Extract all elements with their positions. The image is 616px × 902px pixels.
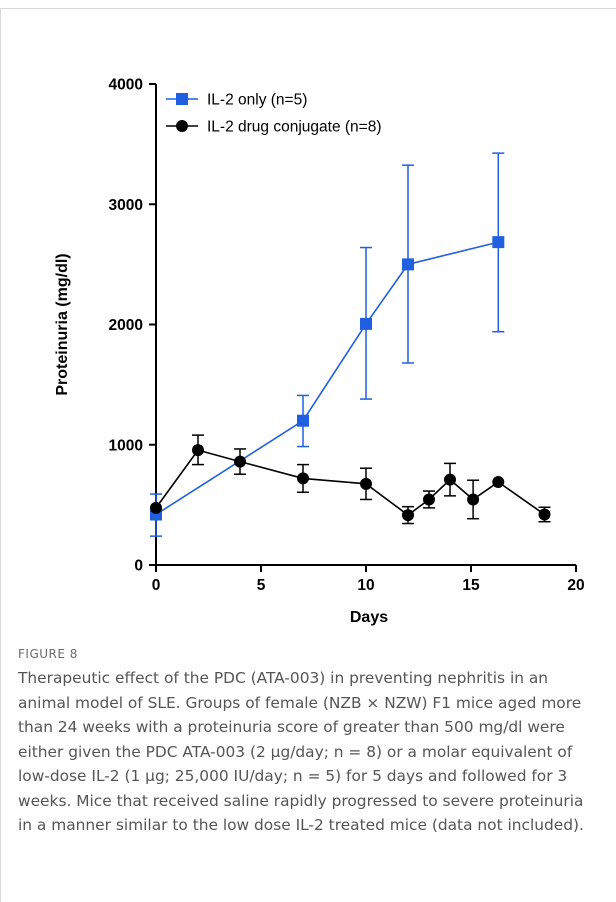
- series-il2-only: [150, 152, 505, 537]
- data-point-square: [492, 236, 505, 249]
- legend-marker-circle: [176, 120, 188, 132]
- proteinuria-line-chart: 0 1000 2000 3000 4000 0 5 10 15 20 Days Proteinuria…: [54, 77, 585, 627]
- data-point-circle: [234, 455, 246, 468]
- x-tick-label: 5: [257, 577, 266, 594]
- legend-label: IL-2 only (n=5): [207, 92, 307, 109]
- x-axis-label: Days: [350, 609, 388, 626]
- y-tick-label: 3000: [109, 197, 143, 214]
- series-il2-drug-conjugate: [150, 434, 551, 525]
- y-tick-label: 2000: [109, 317, 143, 334]
- x-tick-label: 15: [462, 577, 480, 594]
- data-point-square: [402, 258, 414, 271]
- data-point-circle: [360, 477, 372, 490]
- data-point-circle: [467, 493, 480, 506]
- legend-marker-square: [176, 93, 188, 105]
- y-tick-label: 4000: [109, 77, 143, 94]
- figure-label: FIGURE 8: [18, 647, 78, 661]
- y-tick-label: 0: [134, 558, 143, 575]
- data-point-circle: [192, 444, 204, 457]
- y-axis-label: Proteinuria (mg/dl): [54, 253, 71, 395]
- data-point-square: [360, 317, 372, 330]
- series-line: [155, 449, 545, 517]
- y-tick-label: 1000: [109, 437, 143, 454]
- data-point-circle: [402, 509, 414, 522]
- data-point-circle: [492, 476, 505, 489]
- x-tick-label: 20: [567, 577, 584, 594]
- data-point-circle: [444, 473, 456, 486]
- figure-frame: [0, 8, 616, 902]
- legend: IL-2 only (n=5) IL-2 drug conjugate (n=8): [166, 92, 382, 136]
- series-line: [155, 241, 499, 516]
- data-point-circle: [423, 493, 435, 506]
- data-point-circle: [297, 472, 309, 485]
- x-tick-label: 10: [357, 577, 374, 594]
- data-point-circle: [538, 508, 551, 521]
- figure-caption: Therapeutic effect of the PDC (ATA-003) …: [18, 669, 584, 834]
- legend-label: IL-2 drug conjugate (n=8): [207, 119, 382, 136]
- data-point-circle: [150, 501, 162, 514]
- data-point-square: [297, 414, 309, 427]
- x-tick-label: 0: [152, 577, 161, 594]
